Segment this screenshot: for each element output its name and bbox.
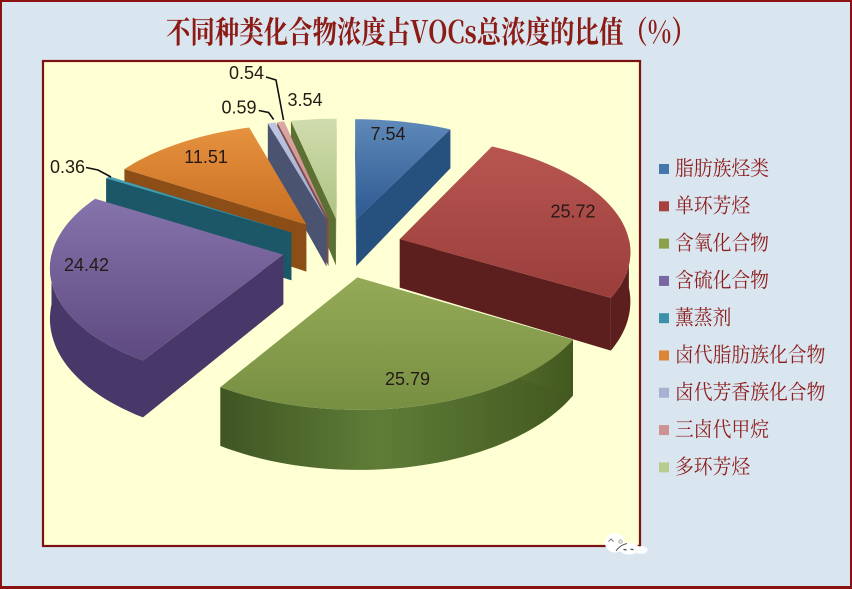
svg-text:7.54: 7.54 xyxy=(370,124,405,144)
svg-text:0.54: 0.54 xyxy=(229,63,264,83)
svg-text:0.36: 0.36 xyxy=(50,157,85,177)
svg-text:0.59: 0.59 xyxy=(221,98,256,118)
svg-text:11.51: 11.51 xyxy=(184,147,228,167)
svg-text:24.42: 24.42 xyxy=(64,255,109,275)
svg-text:3.54: 3.54 xyxy=(287,90,322,110)
svg-text:25.72: 25.72 xyxy=(550,202,595,222)
svg-text:25.79: 25.79 xyxy=(385,369,430,389)
